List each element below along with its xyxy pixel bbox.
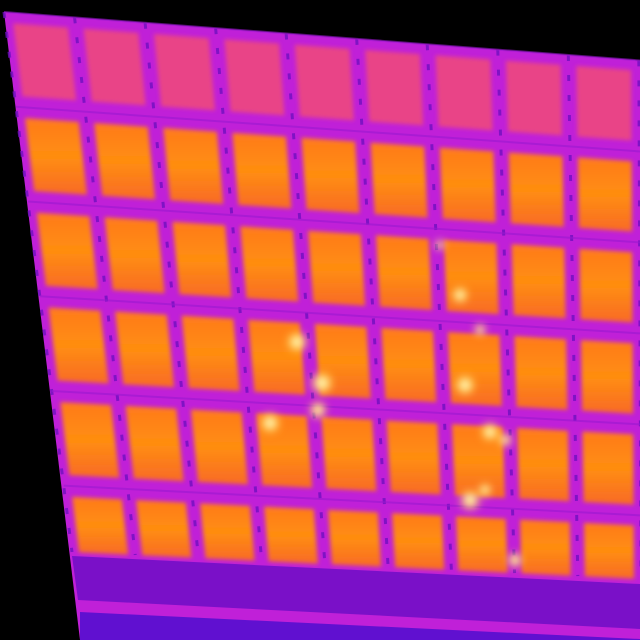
cell (301, 137, 360, 214)
cell (508, 152, 564, 227)
cell (386, 420, 441, 495)
cell (447, 331, 502, 407)
cell (443, 239, 499, 315)
cells (13, 23, 634, 579)
cell (94, 122, 156, 200)
cell (583, 522, 634, 579)
cell (517, 427, 570, 502)
bottom-edge (80, 612, 640, 640)
gridline (496, 49, 517, 574)
cell (25, 118, 88, 195)
cell (365, 50, 424, 126)
cell (72, 496, 129, 555)
cell (577, 157, 632, 232)
hotspot (450, 285, 470, 305)
hotspot (458, 488, 482, 512)
cell (505, 60, 563, 136)
hotspot (285, 330, 309, 354)
hotspot (497, 432, 513, 448)
cell (136, 500, 192, 558)
cell (579, 248, 633, 323)
cell (172, 221, 232, 298)
cell (153, 34, 216, 111)
cell (232, 132, 292, 209)
cell (576, 66, 632, 141)
cell (240, 226, 299, 302)
gridline (51, 389, 640, 426)
cell (308, 230, 366, 306)
cell (370, 142, 428, 218)
cell (435, 55, 493, 131)
gridline (15, 105, 640, 153)
gridline (3, 11, 640, 62)
cell (294, 44, 354, 121)
gridline (355, 38, 390, 568)
cell (511, 244, 566, 319)
cell (381, 327, 437, 403)
hotspot (473, 323, 487, 337)
cell (104, 217, 165, 294)
gridline (27, 200, 640, 244)
cell (519, 519, 571, 576)
cell (224, 39, 285, 116)
hotspot (309, 370, 335, 396)
cell (36, 212, 98, 290)
gridline (63, 484, 640, 517)
cell (264, 506, 318, 564)
hotspot (434, 239, 446, 251)
cell (200, 503, 255, 561)
cell (392, 513, 445, 570)
gridline (39, 295, 640, 335)
cell (83, 28, 146, 106)
gridline (425, 44, 453, 571)
hotspot (479, 421, 501, 443)
gridlines (2, 11, 640, 580)
cell (321, 416, 377, 492)
cell (181, 315, 240, 392)
cell (48, 307, 109, 384)
gridline (566, 54, 580, 577)
hotspot (308, 400, 328, 420)
lower-gap (72, 556, 640, 629)
cell (582, 431, 634, 505)
hotspot (477, 482, 493, 498)
cell (13, 23, 77, 101)
gridline (214, 27, 264, 562)
cell (163, 127, 224, 204)
hotspot (453, 373, 477, 397)
cell (190, 409, 248, 485)
hotspots (258, 239, 524, 569)
cell (115, 311, 175, 388)
cell (375, 235, 432, 311)
hotspot (506, 551, 524, 569)
gridline (284, 33, 327, 565)
hotspot (258, 411, 282, 435)
cell (514, 336, 568, 410)
cell (439, 147, 496, 223)
cell (125, 405, 184, 482)
cell (60, 402, 120, 478)
cell (328, 509, 382, 567)
cell (456, 516, 508, 573)
cell (580, 340, 634, 414)
